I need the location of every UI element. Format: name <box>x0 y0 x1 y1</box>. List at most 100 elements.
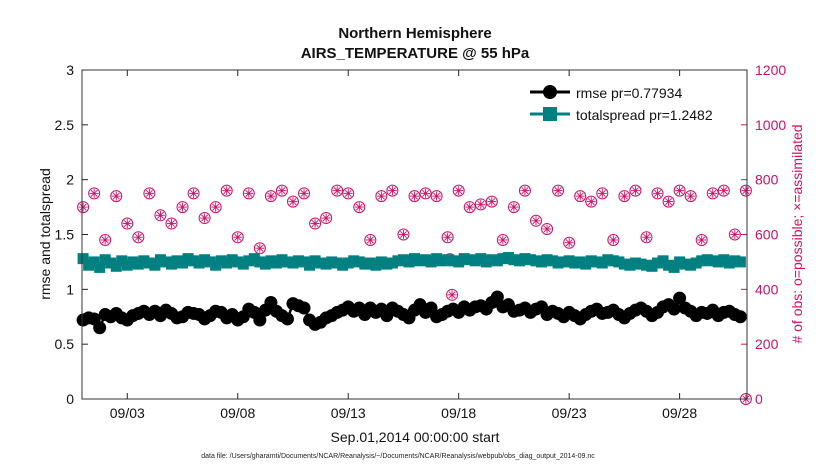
spread-point <box>105 257 117 269</box>
obs-circle <box>408 190 421 203</box>
spread-point <box>265 255 277 267</box>
spread-point <box>143 257 155 269</box>
spread-point <box>331 257 343 269</box>
obs-circle <box>132 231 145 244</box>
obs-point <box>629 184 642 197</box>
obs-cross <box>598 189 606 197</box>
spread-point <box>674 256 686 268</box>
obs-cross <box>267 192 275 200</box>
obs-point <box>143 187 156 200</box>
obs-point <box>99 233 112 246</box>
obs-point <box>507 201 520 214</box>
obs-point <box>342 187 355 200</box>
spread-point <box>160 256 172 268</box>
spread-point <box>701 254 713 266</box>
spread-point <box>215 255 227 267</box>
obs-cross <box>156 211 164 219</box>
x-tick-label: 09/23 <box>552 405 587 421</box>
spread-point <box>149 259 161 271</box>
spread-point <box>276 254 288 266</box>
spread-point <box>646 260 658 272</box>
obs-cross <box>256 244 264 252</box>
obs-point <box>386 184 399 197</box>
obs-circle <box>286 195 299 208</box>
obs-point <box>585 195 598 208</box>
spread-point <box>480 256 492 268</box>
obs-cross <box>377 192 385 200</box>
spread-point <box>188 255 200 267</box>
x-tick-label: 09/08 <box>220 405 255 421</box>
spread-point <box>386 257 398 269</box>
rmse-point <box>490 290 504 304</box>
obs-point <box>220 184 233 197</box>
obs-circle <box>331 184 344 197</box>
obs-point <box>474 198 487 211</box>
spread-point <box>464 254 476 266</box>
obs-cross <box>145 189 153 197</box>
obs-cross <box>720 187 728 195</box>
spread-point <box>243 255 255 267</box>
spread-point <box>232 256 244 268</box>
spread-point <box>530 255 542 267</box>
obs-circle <box>220 184 233 197</box>
obs-point <box>607 233 620 246</box>
chart-subtitle: AIRS_TEMPERATURE @ 55 hPa <box>301 45 530 62</box>
spread-point <box>547 255 559 267</box>
spread-point <box>204 256 216 268</box>
obs-circle <box>198 212 211 225</box>
y-tick-label: 1 <box>66 281 74 297</box>
obs-point <box>165 217 178 230</box>
obs-point <box>463 201 476 214</box>
obs-circle <box>739 184 752 197</box>
obs-cross <box>289 198 297 206</box>
y2-tick-label: 600 <box>755 227 779 243</box>
obs-circle <box>253 242 266 255</box>
spread-point <box>447 255 459 267</box>
obs-point <box>673 184 686 197</box>
spread-point <box>298 256 310 268</box>
spread-point <box>436 255 448 267</box>
spread-point <box>635 258 647 270</box>
y2-tick-label: 0 <box>755 391 763 407</box>
obs-point <box>198 212 211 225</box>
obs-cross <box>123 220 131 228</box>
obs-point <box>132 231 145 244</box>
spread-point <box>602 254 614 266</box>
obs-circle <box>154 209 167 222</box>
spread-point <box>359 258 371 270</box>
obs-point <box>518 184 531 197</box>
obs-cross <box>543 225 551 233</box>
obs-point <box>77 201 90 214</box>
obs-cross <box>179 203 187 211</box>
spread-point <box>574 256 586 268</box>
obs-point <box>154 209 167 222</box>
obs-cross <box>676 187 684 195</box>
obs-point <box>430 190 443 203</box>
spread-point <box>629 257 641 269</box>
obs-cross <box>731 230 739 239</box>
chart-title: Northern Hemisphere <box>338 25 491 42</box>
y2-tick-label: 1200 <box>755 62 786 78</box>
obs-circle <box>452 184 465 197</box>
spread-point <box>364 257 376 269</box>
spread-point <box>110 260 122 272</box>
rmse-point <box>667 302 681 316</box>
spread-point <box>431 253 443 265</box>
obs-point <box>88 187 101 200</box>
spread-point <box>182 253 194 265</box>
plot-frame <box>81 69 748 400</box>
obs-circle <box>717 184 730 197</box>
obs-circle <box>485 195 498 208</box>
obs-cross <box>654 189 662 197</box>
spread-point <box>475 253 487 265</box>
spread-point <box>712 256 724 268</box>
spread-point <box>138 255 150 267</box>
obs-point <box>496 233 509 246</box>
spread-point <box>414 255 426 267</box>
obs-point <box>298 187 311 200</box>
obs-point <box>739 184 752 197</box>
obs-cross <box>167 220 175 228</box>
obs-circle <box>596 187 609 200</box>
obs-cross <box>565 239 573 247</box>
spread-point <box>221 257 233 269</box>
